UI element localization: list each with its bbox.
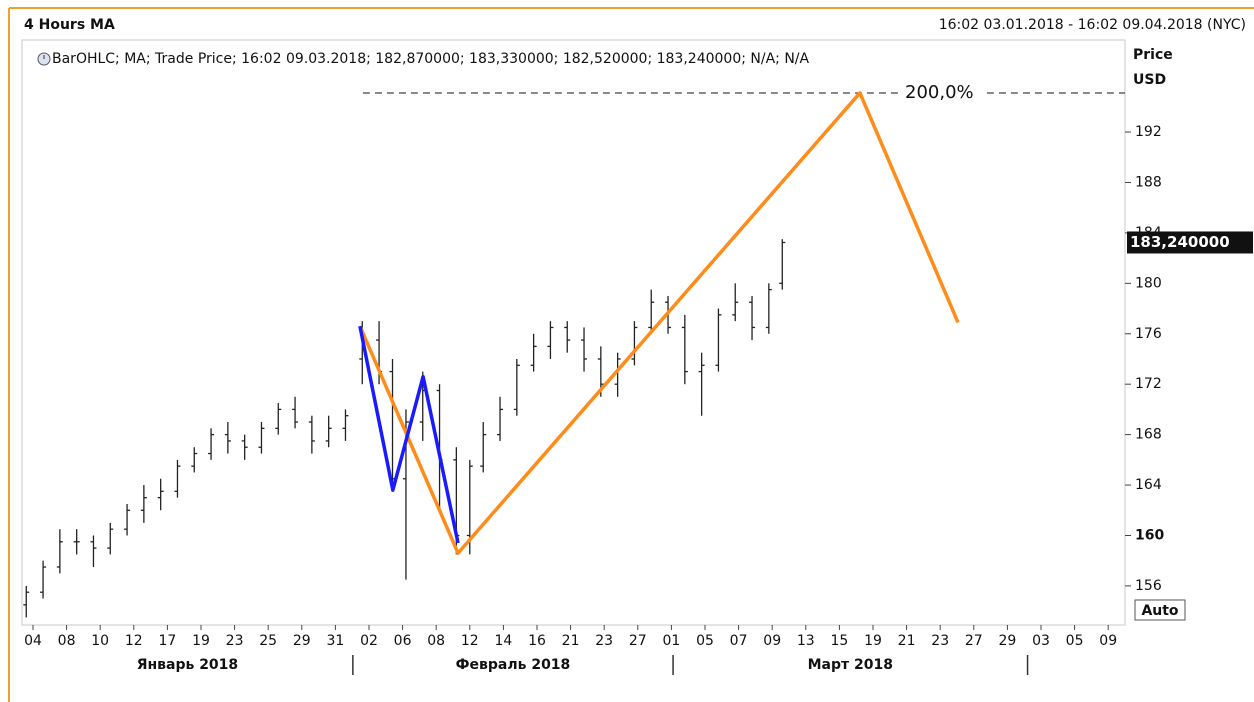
x-tick-label: 04: [24, 633, 42, 649]
x-tick-label: 27: [965, 633, 983, 649]
x-tick-label: 05: [696, 633, 714, 649]
x-tick-label: 02: [360, 633, 378, 649]
date-range: 16:02 03.01.2018 - 16:02 09.04.2018 (NYC…: [939, 17, 1246, 33]
plot-area: [21, 39, 1126, 626]
auto-button-box[interactable]: [1134, 599, 1186, 621]
y-tick-label: 160: [1135, 527, 1164, 543]
x-tick-label: 27: [629, 633, 647, 649]
ohlc-bar: [107, 522, 114, 555]
x-tick-label: 23: [226, 633, 244, 649]
ohlc-bar: [23, 585, 30, 618]
x-tick-label: 12: [125, 633, 143, 649]
last-price-label: 183,240000: [1130, 233, 1230, 251]
x-tick-label: 29: [998, 633, 1016, 649]
month-label: Март 2018: [808, 657, 893, 673]
y-tick-label: 156: [1135, 578, 1162, 594]
x-tick-label: 14: [494, 633, 512, 649]
y-tick-label: 176: [1135, 326, 1162, 342]
x-tick-label: 29: [293, 633, 311, 649]
auto-button[interactable]: Auto: [1134, 599, 1186, 621]
x-tick-label: 07: [730, 633, 748, 649]
y-tick-label: 192: [1135, 124, 1162, 140]
x-tick-label: 23: [931, 633, 949, 649]
ohlc-bar: [292, 396, 299, 429]
ohlc-bar: [749, 295, 756, 341]
x-tick-label: 13: [797, 633, 815, 649]
ohlc-bar: [308, 415, 315, 454]
x-tick-label: 12: [461, 633, 479, 649]
x-tick-label: 31: [326, 633, 344, 649]
x-tick-label: 19: [864, 633, 882, 649]
x-tick-label: 09: [1099, 633, 1117, 649]
ohlc-bar: [124, 503, 131, 536]
y-tick-label: 168: [1135, 427, 1162, 443]
x-tick-label: 23: [595, 633, 613, 649]
x-tick-label: 08: [427, 633, 445, 649]
last-price-tag: [1127, 231, 1253, 254]
y-tick-label: 180: [1135, 275, 1162, 291]
ohlc-bar: [224, 422, 231, 454]
ohlc-bar: [631, 321, 638, 366]
x-tick-label: 03: [1032, 633, 1050, 649]
y-tick-label: 172: [1135, 376, 1162, 392]
x-tick-label: 19: [192, 633, 210, 649]
ohlc-bar: [564, 321, 571, 353]
ohlc-bar: [530, 333, 537, 372]
level-label-bg: [903, 81, 985, 104]
ohlc-bar: [174, 459, 181, 498]
ohlc-bar: [715, 308, 722, 372]
y-tick-label: 164: [1135, 477, 1162, 493]
trend-drawing: [358, 91, 960, 555]
month-label: Февраль 2018: [456, 657, 571, 673]
ohlc-bar: [140, 485, 147, 523]
ohlc-bar: [497, 396, 504, 441]
axis-title: Price: [1133, 47, 1173, 63]
chart-title: 4 Hours MA: [24, 17, 115, 33]
x-tick-label: 15: [830, 633, 848, 649]
ohlc-bar: [732, 283, 739, 322]
x-tick-label: 10: [91, 633, 109, 649]
ohlc-bar: [779, 239, 786, 290]
ohlc-bar: [40, 560, 47, 599]
auto-button-label[interactable]: Auto: [1141, 603, 1178, 619]
ohlc-bar: [258, 422, 265, 454]
level-label: 200,0%: [905, 82, 974, 103]
ohlc-bar: [241, 434, 248, 460]
x-tick-label: 01: [662, 633, 680, 649]
trend-drawing: [358, 325, 460, 544]
ohlc-bar: [325, 415, 332, 448]
ohlc-bar: [342, 409, 349, 441]
ohlc-bar: [73, 529, 80, 555]
x-tick-label: 06: [394, 633, 412, 649]
ohlc-bar: [614, 352, 621, 397]
month-label: Январь 2018: [137, 657, 238, 673]
series-info: BarOHLC; MA; Trade Price; 16:02 09.03.20…: [52, 51, 810, 67]
ohlc-bar: [90, 535, 97, 568]
ohlc-bar: [547, 321, 554, 359]
ohlc-bar: [275, 403, 282, 435]
y-tick-label: 188: [1135, 174, 1162, 190]
x-tick-label: 25: [259, 633, 277, 649]
ohlc-bar: [157, 478, 164, 511]
ohlc-bar: [191, 447, 198, 473]
ohlc-bar: [681, 314, 688, 385]
x-tick-label: 21: [562, 633, 580, 649]
ohlc-bar: [480, 422, 487, 473]
x-tick-label: 08: [58, 633, 76, 649]
ohlc-bar: [648, 289, 655, 334]
ohlc-bar: [765, 283, 772, 334]
x-tick-label: 16: [528, 633, 546, 649]
ohlc-bar: [581, 327, 588, 372]
ohlc-bar: [698, 352, 705, 416]
ohlc-bar: [56, 529, 63, 574]
ohlc-bar: [208, 428, 215, 460]
x-tick-label: 17: [158, 633, 176, 649]
x-tick-label: 05: [1066, 633, 1084, 649]
ohlc-bar: [513, 358, 520, 416]
x-tick-label: 09: [763, 633, 781, 649]
axis-unit: USD: [1133, 72, 1166, 88]
x-tick-label: 21: [898, 633, 916, 649]
